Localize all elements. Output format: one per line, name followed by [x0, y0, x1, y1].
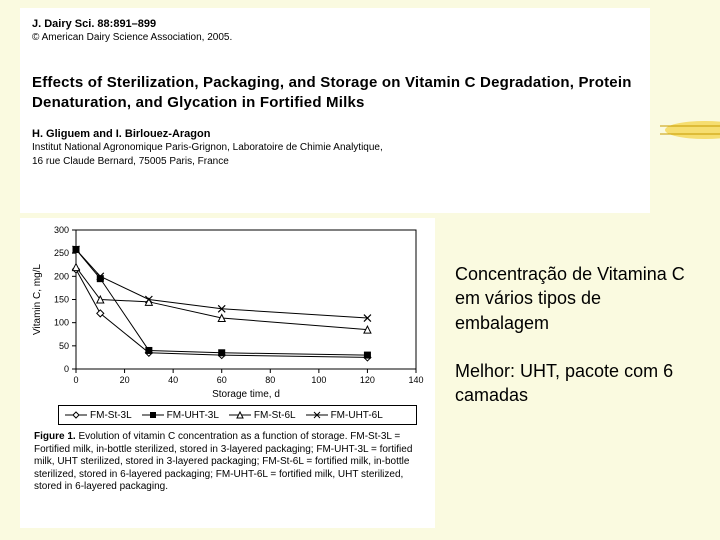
svg-text:50: 50 [59, 341, 69, 351]
legend-label: FM-St-3L [90, 410, 132, 421]
figure-panel: 0 50 100 150 200 250 300 0 20 40 60 80 100 120 140 Stor… [20, 218, 435, 528]
chart-legend: FM-St-3L FM-UHT-3L FM-St-6L FM-UHT-6L [58, 405, 417, 425]
svg-text:Vitamin C, mg/L: Vitamin C, mg/L [32, 264, 43, 335]
copyright-line: © American Dairy Science Association, 20… [32, 32, 638, 43]
svg-text:150: 150 [54, 295, 69, 305]
legend-item: FM-UHT-6L [306, 409, 383, 421]
figure-caption-lead: Figure 1. [34, 431, 76, 442]
svg-text:60: 60 [217, 375, 227, 385]
annotation-paragraph-2: Melhor: UHT, pacote com 6 camadas [455, 359, 685, 408]
paper-authors: H. Gliguem and I. Birlouez-Aragon [32, 128, 638, 140]
svg-text:80: 80 [265, 375, 275, 385]
svg-text:140: 140 [408, 375, 423, 385]
paper-title: Effects of Sterilization, Packaging, and… [32, 73, 638, 114]
slide-decoration-icon [660, 115, 720, 145]
legend-label: FM-St-6L [254, 410, 296, 421]
annotation-paragraph-1: Concentração de Vitamina C em vários tip… [455, 262, 685, 335]
affiliation-line-1: Institut National Agronomique Paris-Grig… [32, 141, 638, 154]
legend-item: FM-UHT-3L [142, 409, 219, 421]
vitamin-c-chart: 0 50 100 150 200 250 300 0 20 40 60 80 100 120 140 Stor… [28, 224, 426, 399]
svg-text:100: 100 [54, 318, 69, 328]
svg-text:100: 100 [311, 375, 326, 385]
svg-text:120: 120 [360, 375, 375, 385]
svg-text:300: 300 [54, 225, 69, 235]
affiliation-line-2: 16 rue Claude Bernard, 75005 Paris, Fran… [32, 155, 638, 168]
journal-reference: J. Dairy Sci. 88:891–899 [32, 18, 638, 30]
svg-text:40: 40 [168, 375, 178, 385]
legend-item: FM-St-6L [229, 409, 296, 421]
legend-item: FM-St-3L [65, 409, 132, 421]
annotation-text: Concentração de Vitamina C em vários tip… [455, 262, 685, 407]
svg-text:200: 200 [54, 271, 69, 281]
paper-header-panel: J. Dairy Sci. 88:891–899 © American Dair… [20, 8, 650, 213]
figure-caption: Figure 1. Evolution of vitamin C concent… [34, 431, 423, 494]
svg-text:0: 0 [64, 364, 69, 374]
figure-caption-text: Evolution of vitamin C concentration as … [34, 431, 412, 492]
svg-text:20: 20 [120, 375, 130, 385]
svg-text:250: 250 [54, 248, 69, 258]
svg-text:0: 0 [73, 375, 78, 385]
svg-text:Storage time, d: Storage time, d [212, 389, 280, 399]
legend-label: FM-UHT-3L [167, 410, 219, 421]
copyright-text: American Dairy Science Association, 2005… [42, 32, 233, 43]
legend-label: FM-UHT-6L [331, 410, 383, 421]
copyright-symbol: © [32, 32, 39, 43]
